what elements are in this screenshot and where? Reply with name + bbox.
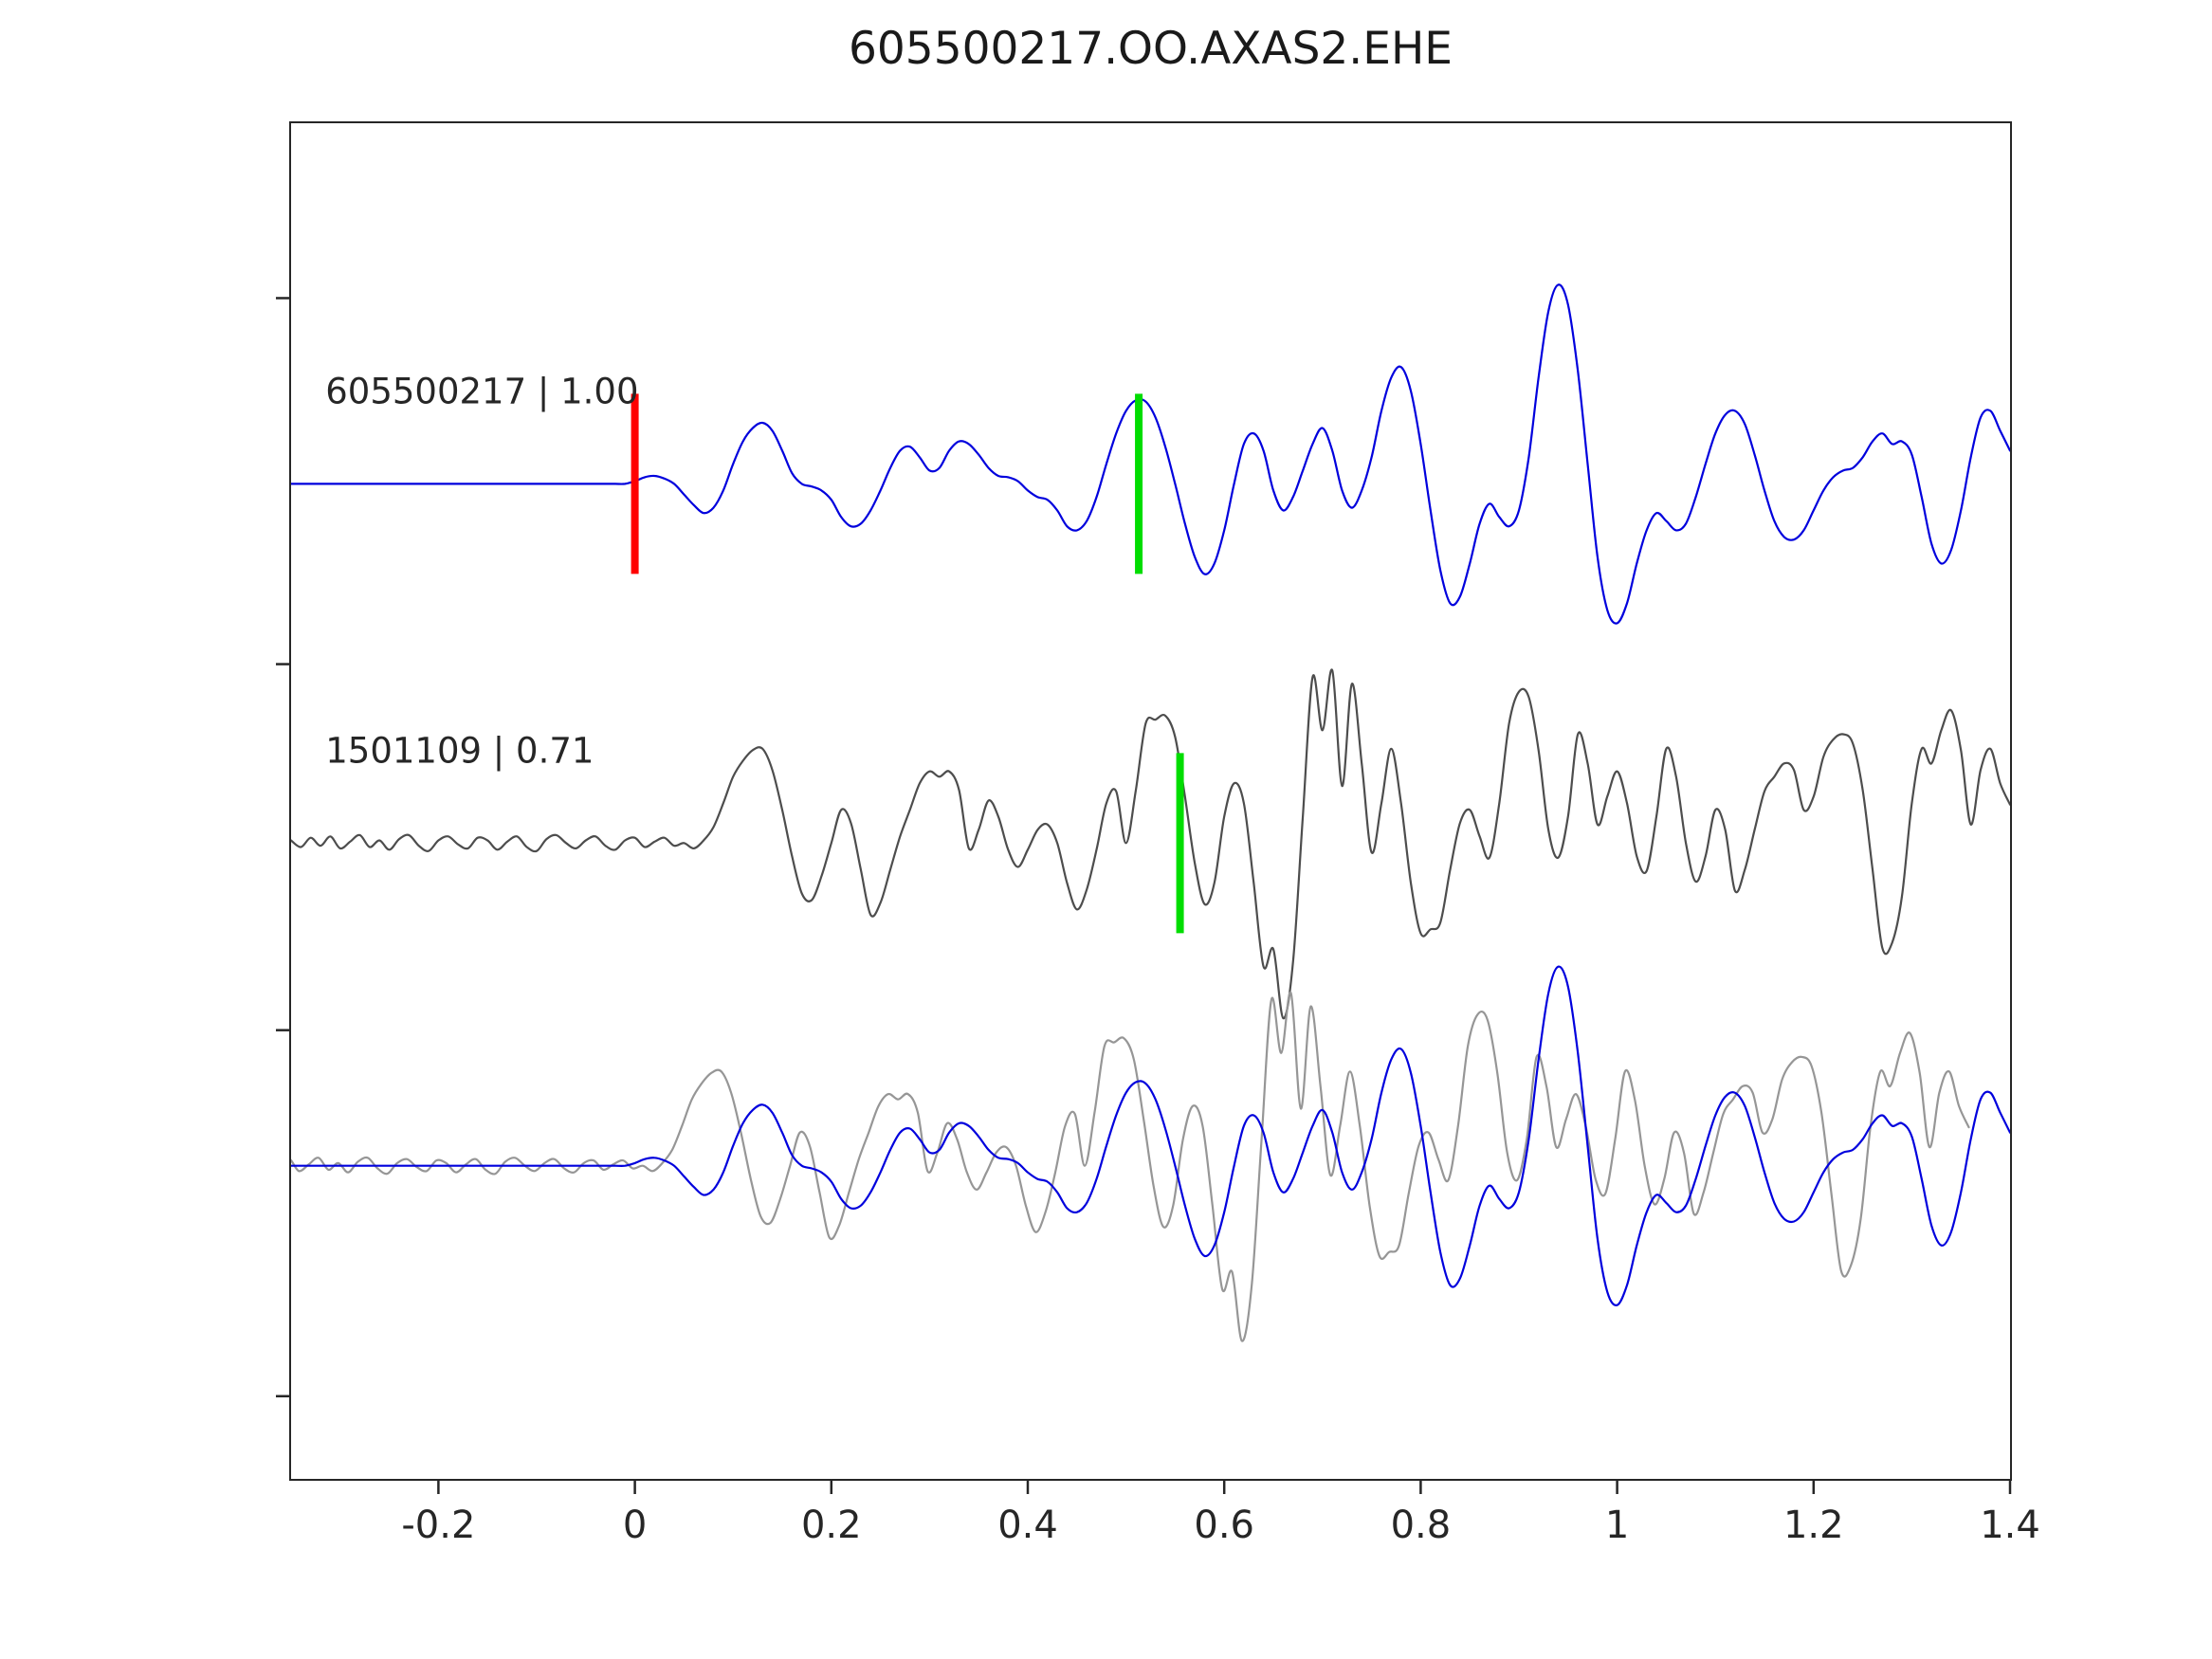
plot-area: -0.2 0 0.2 0.4 0.6 0.8 1 1.2 1.4 605500217 | 1.00… <box>276 121 2040 1547</box>
x-tick-label: 0.6 <box>1194 1504 1254 1547</box>
trace-overlay-template <box>291 965 2010 1306</box>
chart-title: 605500217.OO.AXAS2.EHE <box>848 23 1453 75</box>
x-tick-label: 1.2 <box>1783 1504 1844 1547</box>
trace-detection <box>291 668 2010 1020</box>
trace-template <box>291 283 2010 625</box>
x-tick-label: -0.2 <box>401 1504 475 1547</box>
detection-label: 1501109 | 0.71 <box>325 730 594 771</box>
x-tick-label: 1 <box>1605 1504 1629 1547</box>
x-tick-label: 0.8 <box>1391 1504 1452 1547</box>
x-tick-label: 0.4 <box>997 1504 1058 1547</box>
template-label: 605500217 | 1.00 <box>325 371 638 411</box>
x-tick-label: 1.4 <box>1980 1504 2040 1547</box>
trace-overlay-detection <box>291 991 1970 1342</box>
x-tick-label: 0 <box>623 1504 647 1547</box>
x-tick-label: 0.2 <box>801 1504 862 1547</box>
waveform-canvas: -0.2 0 0.2 0.4 0.6 0.8 1 1.2 1.4 605500217 | 1.00… <box>276 283 2040 1547</box>
